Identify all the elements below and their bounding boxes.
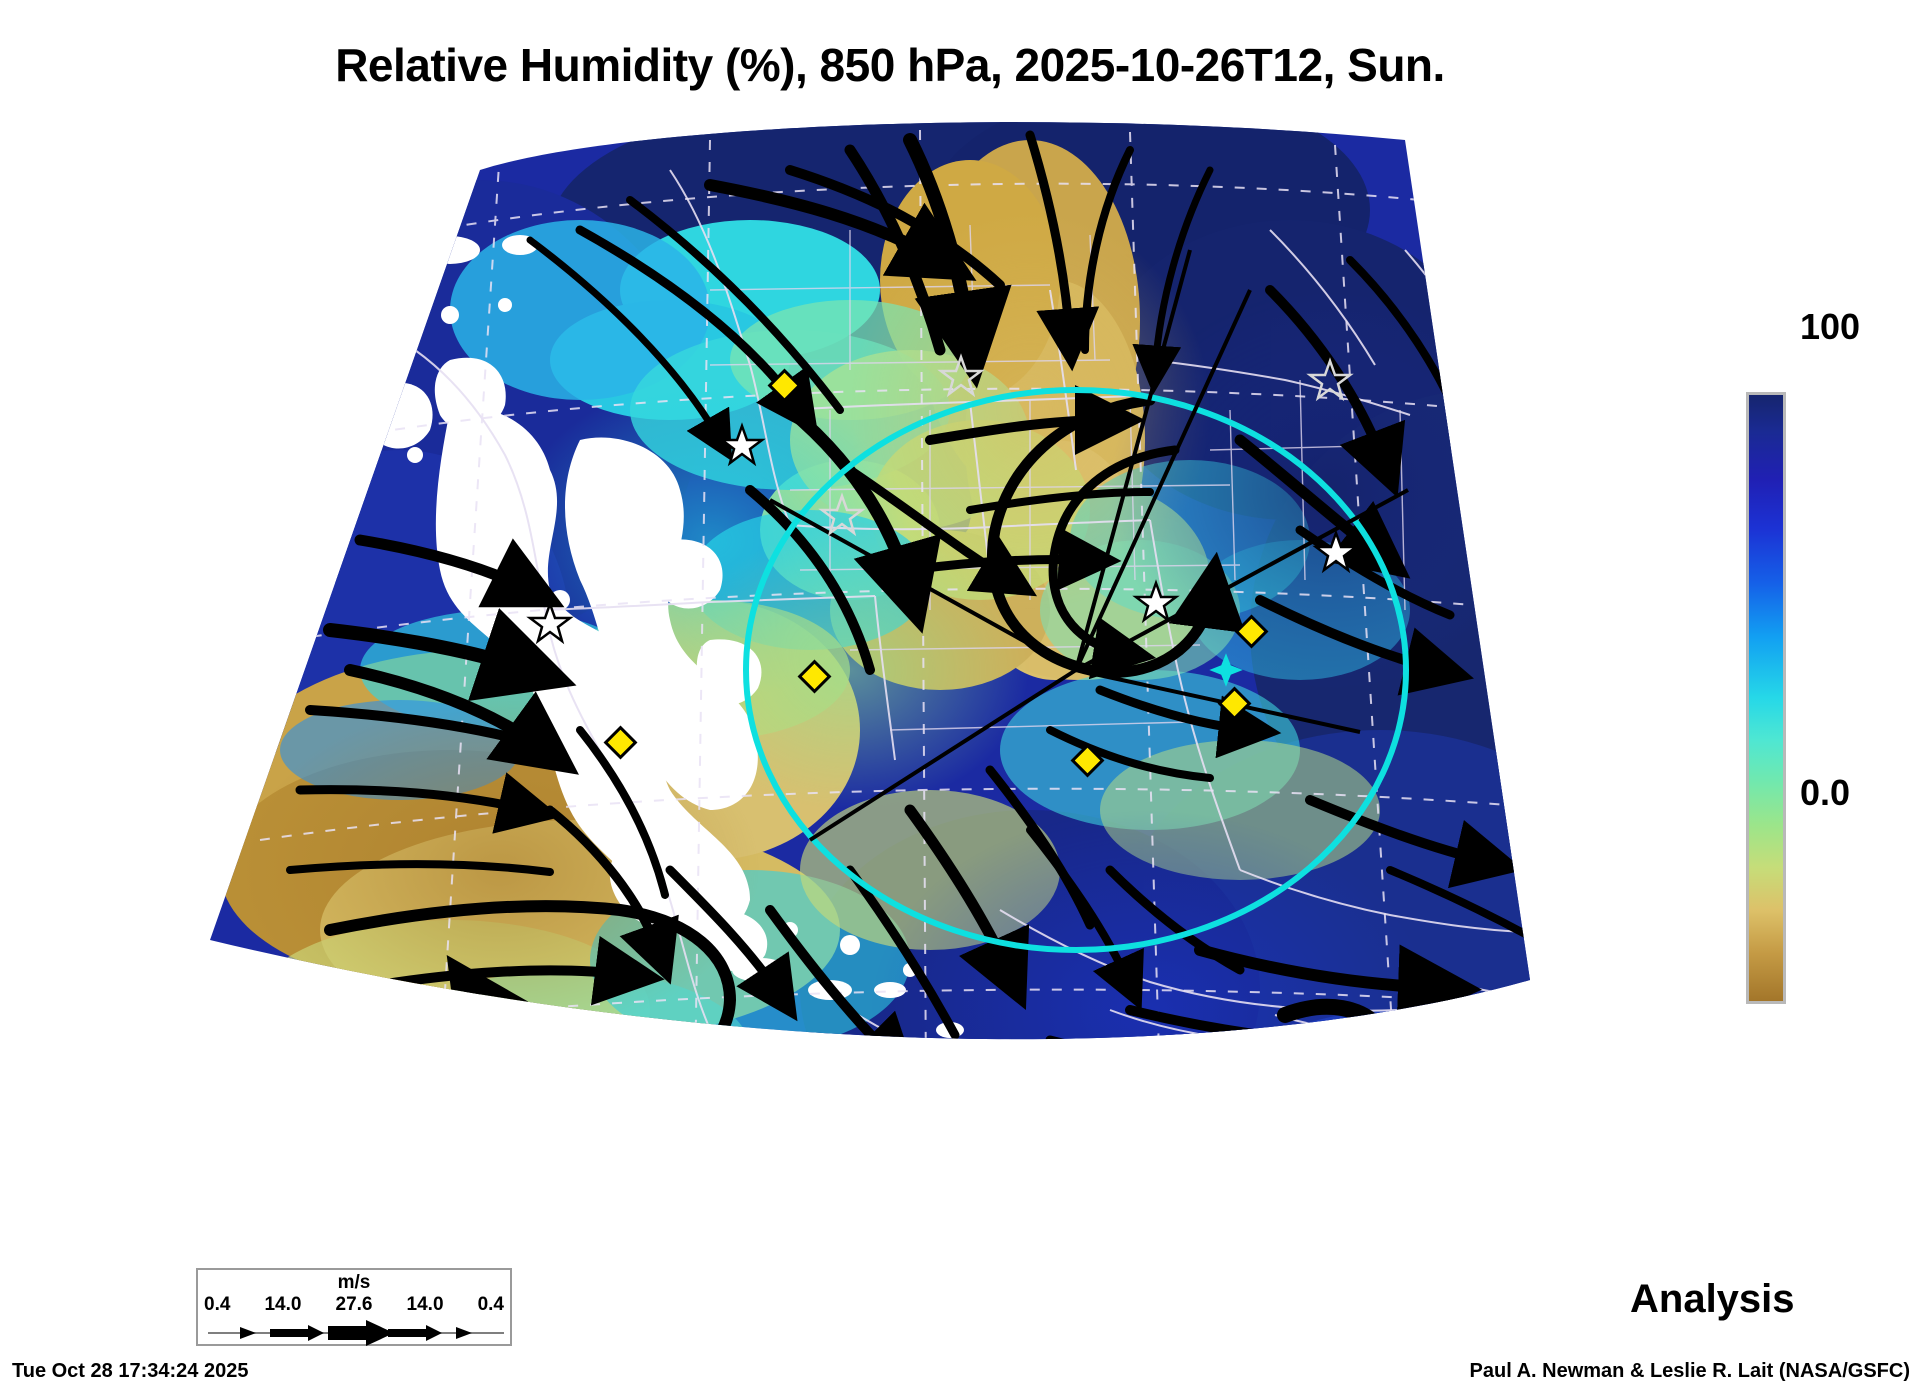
marker-star[interactable] — [526, 422, 1360, 645]
station-markers[interactable] — [526, 353, 1360, 778]
flight-circle[interactable] — [743, 387, 1409, 953]
wind-tick-3: 14.0 — [406, 1294, 444, 1315]
marker-diamond[interactable] — [1234, 614, 1269, 649]
map-canvas[interactable] — [150, 110, 1710, 1270]
flight-tracks[interactable] — [769, 249, 1409, 842]
map-panel[interactable] — [150, 110, 1710, 1270]
wind-arrow-scale-icon — [208, 1320, 504, 1346]
wind-tick-0: 0.4 — [204, 1294, 231, 1315]
colorbar-min-label: 0.0 — [1800, 772, 1851, 813]
generation-timestamp: Tue Oct 28 17:34:24 2025 — [12, 1360, 249, 1382]
marker-star-outline[interactable] — [818, 353, 1354, 537]
marker-diamond[interactable] — [797, 659, 832, 694]
humidity-field — [210, 122, 1530, 1040]
wind-speed-legend: m/s 0.4 14.0 27.6 14.0 0.4 — [196, 1268, 512, 1346]
colorbar-max-label: 100 — [1800, 306, 1861, 347]
marker-diamond[interactable] — [767, 368, 802, 403]
wind-tick-2: 27.6 — [335, 1294, 373, 1315]
base-station-marker[interactable] — [1209, 653, 1243, 687]
marker-diamond[interactable] — [1217, 686, 1252, 721]
wind-legend-units: m/s — [337, 1272, 371, 1293]
credits-label: Paul A. Newman & Leslie R. Lait (NASA/GS… — [1469, 1360, 1910, 1382]
page-title: Relative Humidity (%), 850 hPa, 2025-10-… — [335, 39, 1445, 91]
wind-tick-4: 0.4 — [477, 1294, 504, 1315]
marker-diamond[interactable] — [603, 725, 638, 760]
wind-legend-arrows — [198, 1320, 510, 1346]
wind-tick-1: 14.0 — [264, 1294, 302, 1315]
marker-diamond[interactable] — [1070, 743, 1105, 778]
colorbar — [1746, 392, 1786, 1004]
colorbar-gradient — [1746, 392, 1786, 1004]
wind-legend-ticks: 0.4 14.0 27.6 14.0 0.4 — [204, 1294, 504, 1316]
analysis-label: Analysis — [1630, 1277, 1795, 1321]
